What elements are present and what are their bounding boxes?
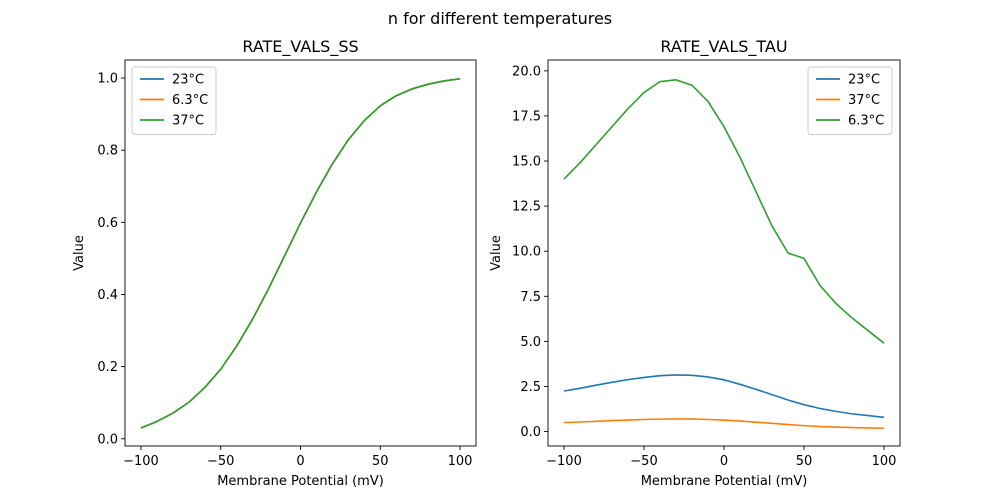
chart-1-legend-box [807, 66, 893, 135]
chart-1-y-tick-label: 0.0 [520, 425, 541, 440]
chart-1-y-tick-label: 17.5 [512, 109, 541, 124]
chart-0-y-tick-label: 0.4 [97, 288, 118, 303]
chart-1-x-tick-label: −100 [546, 454, 582, 469]
chart-0-title: RATE_VALS_SS [242, 37, 358, 57]
chart-1-series-line-1 [563, 418, 885, 430]
chart-1-y-tick-label: 2.5 [520, 380, 541, 395]
chart-1-x-tick-label: 0 [720, 454, 728, 469]
chart-0-x-tick-label: −100 [123, 454, 159, 469]
chart-1-y-tick-label: 15.0 [512, 155, 541, 170]
chart-0-legend-label-1: 6.3°C [172, 93, 208, 108]
chart-0-y-tick-label: 0.0 [97, 432, 118, 447]
chart-0-x-tick-label: 50 [372, 454, 389, 469]
chart-1-x-tick-label: 100 [872, 454, 897, 469]
chart-1-y-tick-label: 10.0 [512, 245, 541, 260]
chart-rate-vals-ss: RATE_VALS_SS −100 −50 0 50 100 0.0 0.2 0.4 0.6 0.8… [72, 37, 477, 489]
chart-1-title: RATE_VALS_TAU [660, 37, 787, 57]
chart-1-x-tick-label: −50 [630, 454, 657, 469]
chart-0-y-tick-label: 0.6 [97, 216, 118, 231]
chart-1-legend-label-0: 23°C [848, 73, 880, 88]
chart-1-series-line-2 [563, 79, 885, 344]
chart-1-y-tick-label: 20.0 [512, 64, 541, 79]
chart-1-series-line-0 [563, 374, 885, 419]
chart-0-y-tick-label: 0.2 [97, 360, 118, 375]
figure-suptitle: n for different temperatures [388, 9, 612, 28]
chart-1-y-tick-label: 5.0 [520, 335, 541, 350]
chart-0-series-line-2 [140, 77, 461, 429]
chart-1-axes-frame [547, 59, 901, 447]
chart-rate-vals-tau: RATE_VALS_TAU −100 −50 0 50 100 0.0 2.5 5.0 7.5 10… [489, 37, 901, 489]
chart-1-y-tick-label: 7.5 [520, 290, 541, 305]
chart-0-legend-box [131, 66, 217, 135]
chart-1-x-tick-label: 50 [796, 454, 813, 469]
chart-0-y-axis-label: Value [72, 235, 87, 271]
chart-1-legend: 23°C 37°C 6.3°C [807, 66, 893, 135]
chart-0-x-tick-label: 100 [448, 454, 473, 469]
chart-0-y-tick-label: 0.8 [97, 144, 118, 159]
chart-1-legend-label-2: 6.3°C [848, 114, 884, 129]
chart-0-axes-frame [124, 59, 477, 447]
chart-0-legend-label-2: 37°C [172, 114, 204, 129]
chart-0-y-tick-label: 1.0 [97, 72, 118, 87]
chart-0-legend-label-0: 23°C [172, 73, 204, 88]
chart-0-x-tick-label: 0 [296, 454, 304, 469]
chart-1-y-tick-label: 12.5 [512, 200, 541, 215]
chart-1-y-axis-label: Value [489, 235, 504, 271]
chart-1-x-axis-label: Membrane Potential (mV) [641, 474, 808, 489]
chart-0-x-tick-label: −50 [207, 454, 234, 469]
chart-0-x-axis-label: Membrane Potential (mV) [217, 474, 384, 489]
chart-0-legend: 23°C 6.3°C 37°C [131, 66, 217, 135]
chart-1-legend-label-1: 37°C [848, 93, 880, 108]
